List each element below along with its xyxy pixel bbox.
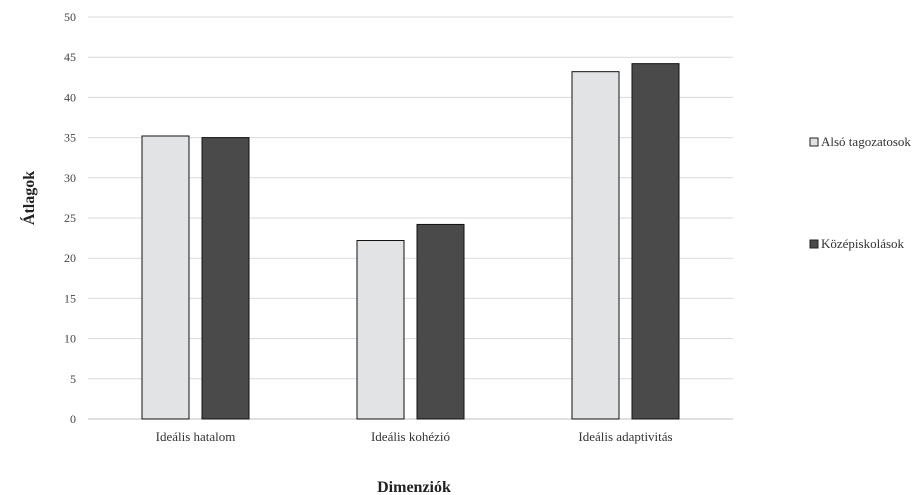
- legend: Alsó tagozatosok Középiskolások: [809, 134, 911, 251]
- bar: [571, 71, 620, 420]
- gridlines: [88, 16, 733, 420]
- bar: [201, 137, 250, 420]
- y-tick-label: 0: [70, 412, 76, 426]
- bars: [141, 63, 680, 420]
- category-labels: Ideális hatalom Ideális kohézió Ideális ad…: [156, 429, 673, 444]
- legend-label: Középiskolások: [821, 236, 905, 251]
- bar: [141, 135, 190, 420]
- legend-swatch: [809, 239, 819, 249]
- x-axis-title: Dimenziók: [377, 479, 451, 495]
- bar: [356, 240, 405, 420]
- y-tick-label: 40: [64, 90, 76, 104]
- bar: [631, 63, 680, 420]
- y-tick-labels: 0 5 10 15 20 25 30 35 40 45 50: [64, 10, 76, 426]
- x-tick-label: Ideális kohézió: [371, 429, 450, 444]
- y-tick-label: 25: [64, 211, 76, 225]
- x-tick-label: Ideális adaptivitás: [578, 429, 672, 444]
- y-tick-label: 10: [64, 332, 76, 346]
- y-tick-label: 35: [64, 131, 76, 145]
- y-tick-label: 30: [64, 171, 76, 185]
- legend-label: Alsó tagozatosok: [821, 134, 911, 149]
- y-tick-label: 15: [64, 291, 76, 305]
- y-tick-label: 50: [64, 10, 76, 24]
- x-tick-label: Ideális hatalom: [156, 429, 236, 444]
- bar: [416, 223, 465, 420]
- y-tick-label: 20: [64, 251, 76, 265]
- y-tick-label: 5: [70, 372, 76, 386]
- legend-swatch: [809, 137, 819, 147]
- y-axis-title: Átlagok: [19, 171, 38, 225]
- y-tick-label: 45: [64, 50, 76, 64]
